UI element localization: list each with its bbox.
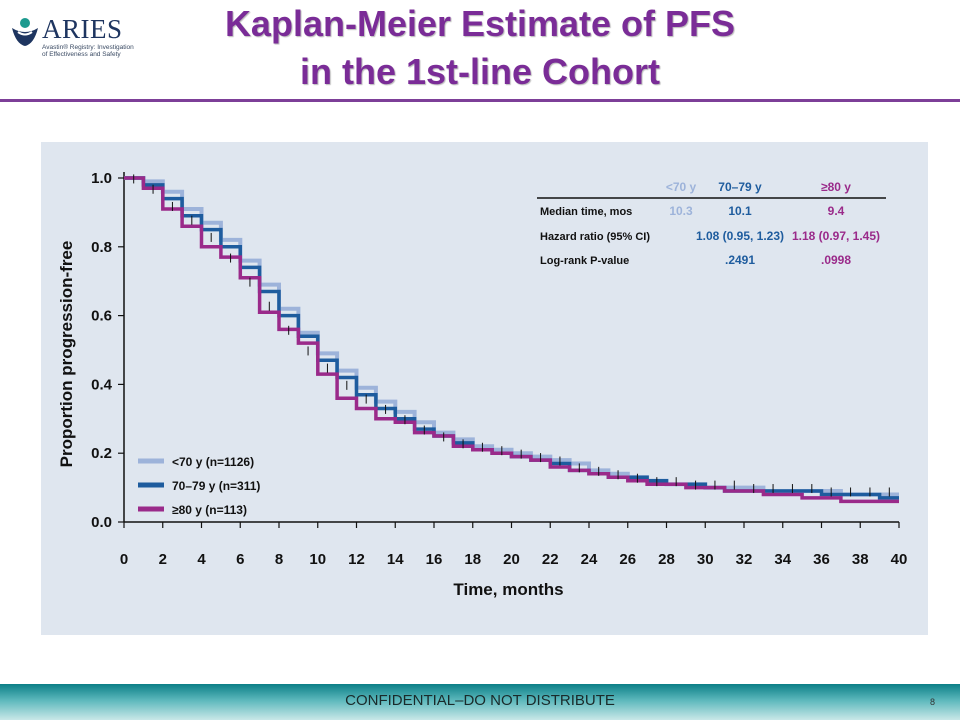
stats-row-label: Hazard ratio (95% CI) [540,231,650,243]
logo-subtitle: Avastin® Registry: Investigation of Effe… [42,44,134,58]
y-tick-label: 0.0 [91,514,112,531]
logo-text: ARIES [42,14,123,44]
legend-label-2: ≥80 y (n=113) [172,503,247,517]
x-tick-label: 38 [852,551,869,568]
stats-value: 10.3 [669,204,693,218]
title-divider [0,99,960,102]
x-axis-label: Time, months [453,580,563,599]
x-tick-label: 18 [464,551,481,568]
stats-col-header-2: ≥80 y [821,180,851,194]
x-tick-label: 40 [891,551,908,568]
aries-logo: ARIES Avastin® Registry: Investigation o… [8,10,138,62]
stats-value: .2491 [725,253,755,267]
x-tick-label: 10 [309,551,326,568]
y-tick-label: 0.6 [91,308,112,325]
page-number: 8 [930,697,936,707]
y-axis-label: Proportion progression-free [57,241,76,468]
x-tick-label: 30 [697,551,714,568]
x-tick-label: 14 [387,551,404,568]
legend-label-0: <70 y (n=1126) [172,455,254,469]
x-tick-label: 4 [197,551,206,568]
title-line-2: in the 1st-line Cohort [300,51,660,92]
km-curve-0 [124,176,899,497]
x-tick-label: 24 [581,551,598,568]
x-tick-label: 36 [813,551,830,568]
x-tick-label: 20 [503,551,520,568]
footer-bar [0,684,960,720]
stats-value: 1.18 (0.97, 1.45) [792,229,880,243]
chart-panel [41,142,928,635]
x-tick-label: 26 [619,551,636,568]
x-tick-label: 12 [348,551,365,568]
stats-row-label: Median time, mos [540,206,632,218]
x-tick-label: 32 [736,551,753,568]
footer-confidential: CONFIDENTIAL–DO NOT DISTRIBUTE [345,692,615,709]
x-tick-label: 8 [275,551,283,568]
legend-label-1: 70–79 y (n=311) [172,479,260,493]
x-tick-label: 6 [236,551,244,568]
y-tick-label: 0.4 [91,376,113,393]
stats-value: 10.1 [728,204,752,218]
stats-col-header-1: 70–79 y [718,180,762,194]
x-tick-label: 22 [542,551,559,568]
stats-col-header-0: <70 y [666,180,697,194]
x-tick-label: 16 [426,551,443,568]
logo-figure-icon [12,18,38,46]
y-tick-label: 1.0 [91,170,112,187]
y-tick-label: 0.8 [91,239,112,256]
x-tick-label: 2 [159,551,167,568]
title-line-1: Kaplan-Meier Estimate of PFS [224,3,736,44]
stats-value: .0998 [821,253,851,267]
y-tick-label: 0.2 [91,445,112,462]
page-title: Kaplan-Meier Estimate of PFS in the 1st-… [140,0,820,96]
stats-row-label: Log-rank P-value [540,255,629,267]
x-tick-label: 28 [658,551,675,568]
stats-value: 1.08 (0.95, 1.23) [696,229,784,243]
x-tick-label: 0 [120,551,128,568]
stats-value: 9.4 [828,204,845,218]
x-tick-label: 34 [774,551,791,568]
km-curve-2 [124,176,899,504]
